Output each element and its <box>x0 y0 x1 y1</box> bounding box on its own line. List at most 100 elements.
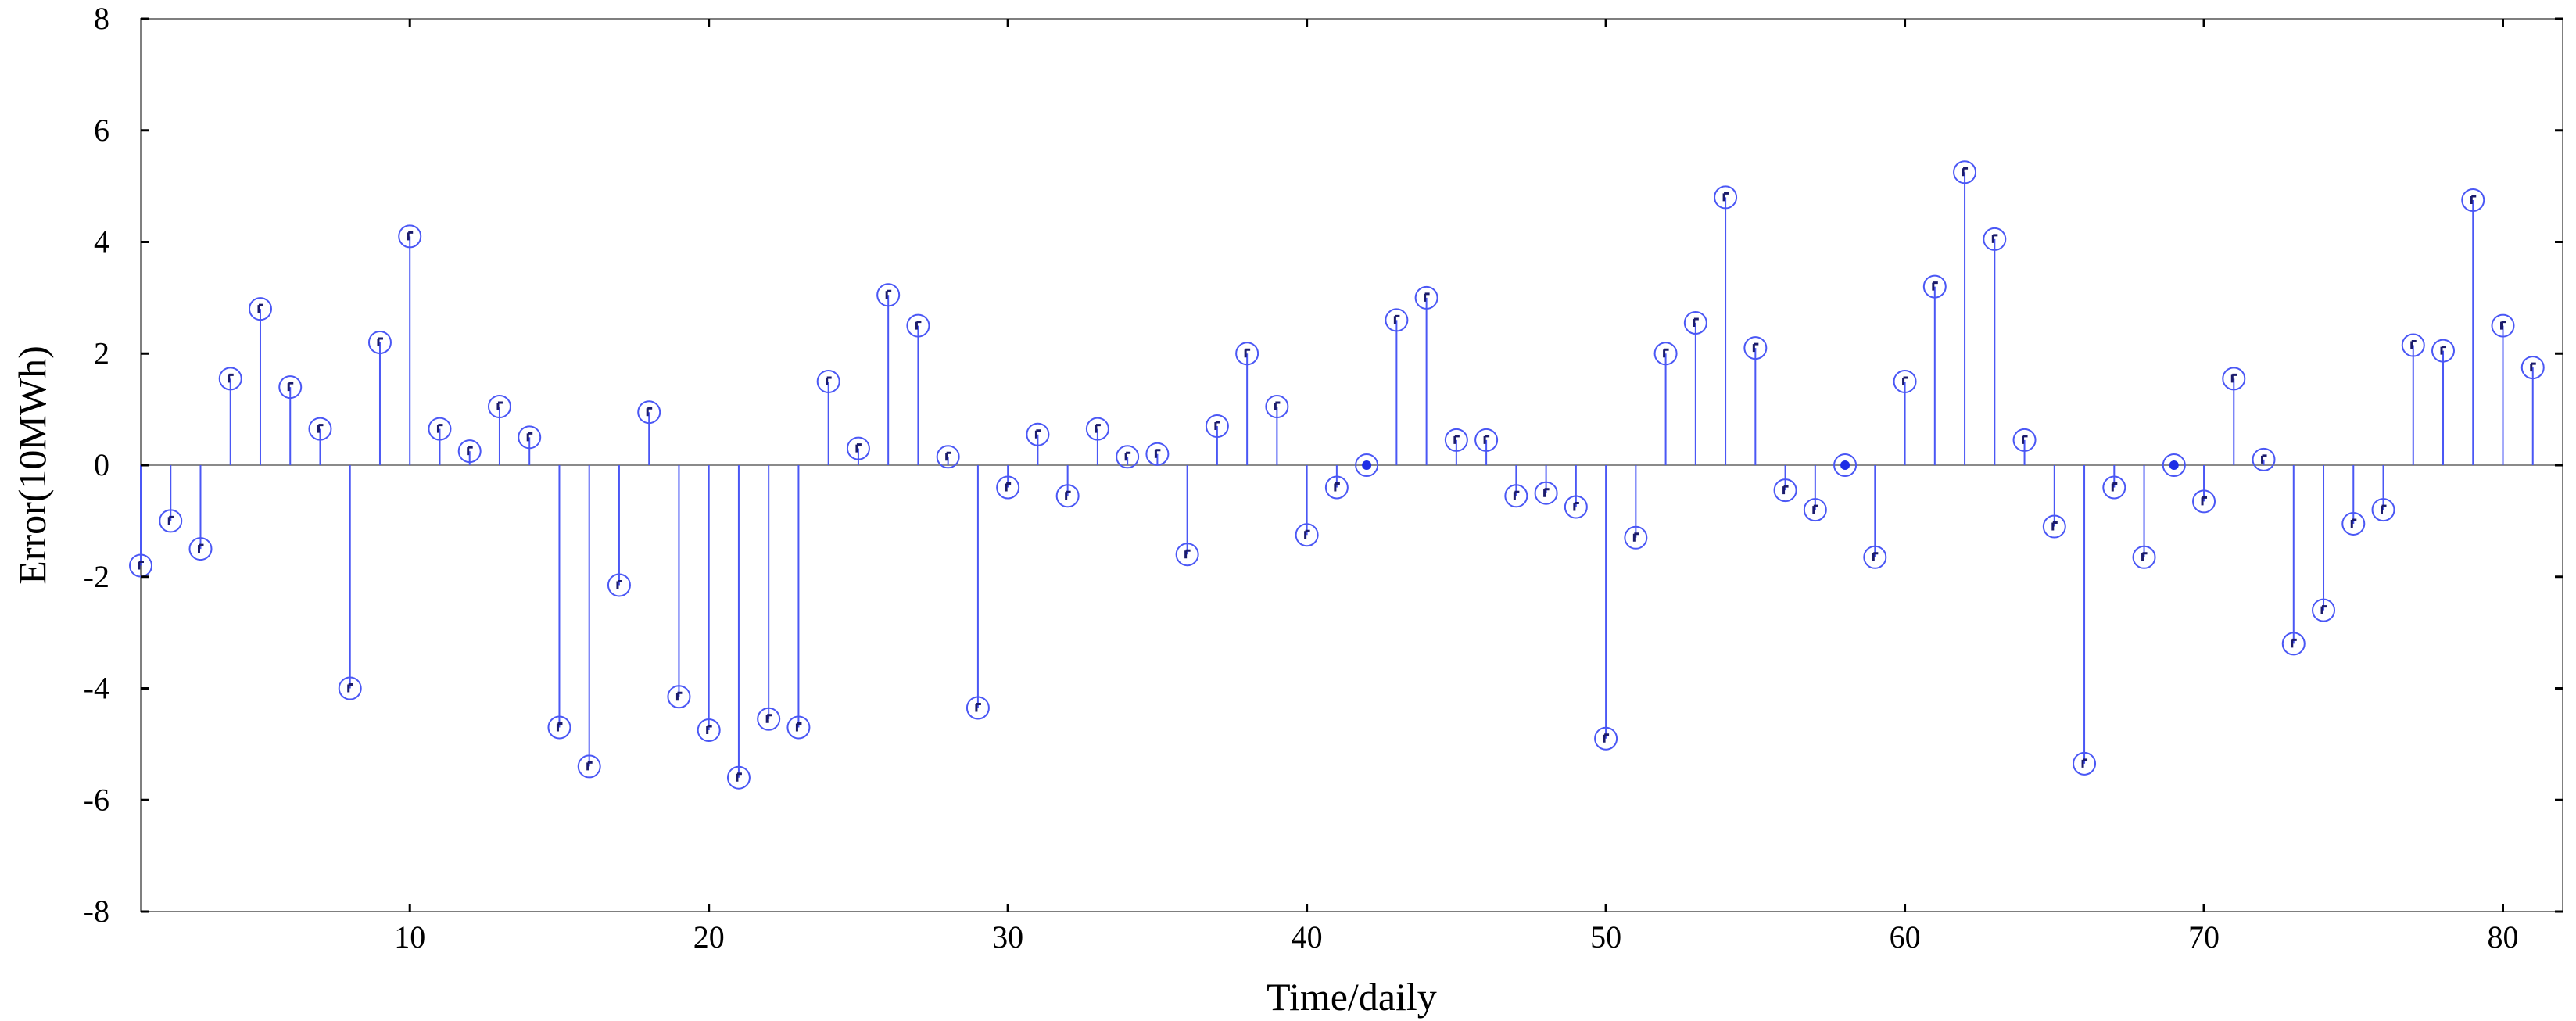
stem-marker-flag <box>765 714 772 723</box>
stem-marker <box>1922 274 1947 299</box>
stem-marker <box>996 475 1020 500</box>
x-tick-label: 10 <box>394 919 425 955</box>
stem-marker-flag <box>2051 521 2058 531</box>
stem-marker <box>338 676 362 700</box>
stem-marker-flag <box>197 543 204 553</box>
stem-marker-flag <box>138 560 144 570</box>
stem-marker-flag <box>556 722 563 732</box>
x-tick-label: 50 <box>1590 919 1621 955</box>
stem-marker <box>457 439 482 464</box>
stem-marker <box>428 417 452 441</box>
stem-marker <box>2042 514 2066 539</box>
stem-marker-flag <box>586 761 593 771</box>
stem-marker-flag <box>1752 342 1759 353</box>
stem-marker <box>308 417 332 441</box>
stem-marker <box>1385 308 1409 332</box>
stem-marker <box>2491 313 2515 338</box>
stem-marker-flag <box>1663 348 1669 358</box>
stem-marker-flag <box>1543 488 1550 497</box>
stem-marker <box>816 369 840 393</box>
stem-marker <box>1743 336 1768 360</box>
stem-marker-flag <box>2410 340 2417 349</box>
stem-marker <box>726 765 751 790</box>
stem-marker <box>1026 422 1050 446</box>
stem-marker <box>248 297 272 321</box>
stem-marker-flag <box>1334 482 1340 492</box>
stem-marker-flag <box>377 337 383 346</box>
stem-marker <box>2132 545 2156 569</box>
stem-marker <box>2073 751 2097 776</box>
stem-marker-flag <box>975 702 981 712</box>
stem-marker-flag <box>1932 281 1938 291</box>
stem-marker-flag <box>2022 435 2028 444</box>
x-tick-label: 80 <box>2488 919 2519 955</box>
y-tick-label: -2 <box>84 559 109 594</box>
y-tick-label: 2 <box>94 335 109 371</box>
stem-marker-flag <box>2530 362 2536 372</box>
stem-marker-flag <box>1304 529 1310 539</box>
stem-marker-flag <box>885 289 892 299</box>
stem-marker-flag <box>1214 421 1220 431</box>
stem-marker <box>518 425 542 450</box>
stem-marker <box>1145 442 1170 466</box>
y-tick-label: -8 <box>84 894 109 929</box>
stem-marker <box>1773 478 1797 503</box>
stem-marker-flag <box>2081 758 2088 768</box>
stem-marker-flag <box>1693 317 1699 327</box>
stem-marker <box>2252 447 2276 471</box>
plot-frame <box>140 18 2563 912</box>
stem-marker-flag <box>2230 373 2237 383</box>
stem-marker-flag <box>1005 482 1012 492</box>
stem-marker-flag <box>1154 449 1161 458</box>
stem-marker-flag <box>2381 504 2387 514</box>
stem-marker <box>637 400 661 425</box>
stem-marker <box>2312 598 2336 622</box>
stem-marker-flag <box>945 451 951 461</box>
stem-marker-flag <box>706 725 712 735</box>
stem-marker <box>487 395 511 419</box>
stem-marker-dot <box>1362 460 1372 470</box>
stem-marker-flag <box>1812 504 1818 514</box>
stem-marker <box>398 224 422 249</box>
stem-marker <box>786 715 811 740</box>
stem-marker-flag <box>1124 451 1131 461</box>
stem-marker-dot <box>2169 460 2179 470</box>
stem-marker-flag <box>2141 552 2148 561</box>
stem-marker <box>1444 428 1468 452</box>
stem-marker-flag <box>915 321 922 330</box>
stem-marker-flag <box>1573 502 1579 511</box>
stem-marker <box>1714 185 1738 210</box>
stem-marker-flag <box>526 432 533 442</box>
stem-marker-flag <box>1991 234 1998 243</box>
stem-marker-flag <box>167 515 174 525</box>
stem-marker <box>547 715 571 740</box>
stem-marker-flag <box>2500 321 2506 330</box>
stem-marker-flag <box>1962 167 1969 177</box>
stem-marker-dot <box>1840 460 1850 470</box>
stem-marker-flag <box>795 722 802 732</box>
x-tick-label: 60 <box>1890 919 1921 955</box>
stem-marker <box>1414 285 1438 310</box>
stem-marker <box>607 573 631 597</box>
y-tick-label: -6 <box>84 782 109 817</box>
y-tick-label: 4 <box>94 224 109 260</box>
stem-marker-flag <box>675 691 683 701</box>
stem-marker <box>2281 632 2306 656</box>
stem-marker-flag <box>646 407 653 417</box>
stem-marker <box>906 313 930 338</box>
stem-marker-flag <box>736 772 742 782</box>
stem-marker-flag <box>1632 532 1639 542</box>
stem-marker-flag <box>1095 424 1101 433</box>
stem-marker <box>1175 543 1199 567</box>
stem-marker-flag <box>1722 192 1729 202</box>
stem-marker-flag <box>1274 401 1281 411</box>
stem-marker-flag <box>257 303 263 313</box>
stem-marker <box>2012 428 2037 452</box>
stem-marker <box>1983 227 2007 251</box>
stem-marker <box>278 375 303 399</box>
stem-marker <box>936 445 960 469</box>
stem-marker <box>1953 160 1977 184</box>
stem-marker <box>1474 428 1499 452</box>
stem-marker-flag <box>2470 195 2477 204</box>
